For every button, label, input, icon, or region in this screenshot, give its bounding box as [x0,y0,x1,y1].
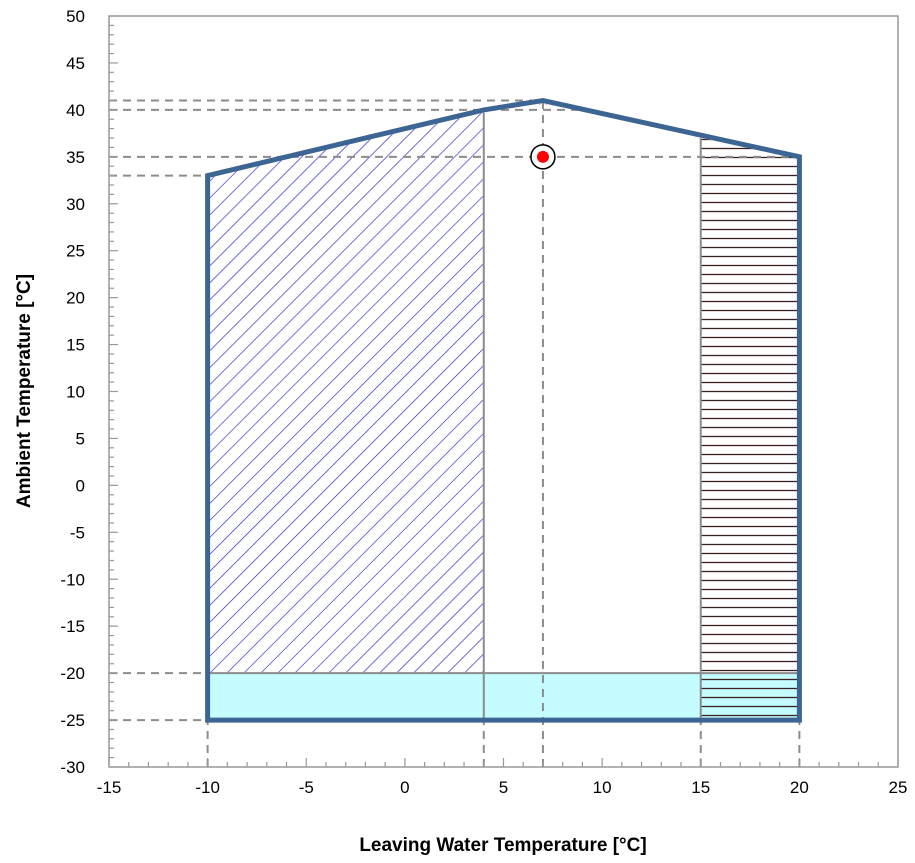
design-point-marker [536,150,549,163]
y-tick-label: -15 [60,617,85,636]
region-cyan-fill [207,673,800,721]
y-tick-label: 5 [76,429,85,448]
x-tick-label: 5 [499,778,508,797]
regions-layer [207,100,800,721]
region-horizontal-hatch [700,138,800,721]
y-tick-label: -25 [60,711,85,730]
y-tick-label: -5 [70,523,85,542]
x-tick-label: 25 [889,778,908,797]
y-tick-label: -30 [60,758,85,777]
y-tick-label: 0 [76,476,85,495]
y-tick-label: 50 [66,7,85,26]
x-tick-label: 20 [790,778,809,797]
marker-layer [530,144,556,170]
y-tick-label: 35 [66,148,85,167]
x-axis-title: Leaving Water Temperature [°C] [359,835,646,856]
x-tick-label: 0 [400,778,409,797]
x-tick-label: -15 [97,778,122,797]
x-tick-label: -10 [195,778,220,797]
x-tick-label: 15 [691,778,710,797]
x-axis-ticks: -15 -10 -5 0 5 10 15 20 25 [97,758,908,797]
boundary-lines-layer [207,112,800,721]
x-tick-label: 10 [593,778,612,797]
y-axis-ticks: -30 -25 -20 -15 -10 -5 0 5 10 15 20 25 30 35 40 45 50 [60,7,118,777]
y-tick-label: -20 [60,664,85,683]
y-tick-label: -10 [60,570,85,589]
y-tick-label: 15 [66,336,85,355]
y-tick-label: 10 [66,383,85,402]
envelope-outline [205,97,802,723]
x-tick-label: -5 [299,778,314,797]
region-diagonal-hatch [207,112,484,721]
y-tick-label: 25 [66,242,85,261]
y-axis-title: Ambient Temperature [°C] [14,274,35,508]
y-tick-label: 20 [66,289,85,308]
y-tick-label: 45 [66,54,85,73]
y-tick-label: 40 [66,101,85,120]
y-tick-label: 30 [66,195,85,214]
envelope-layer [205,97,802,723]
